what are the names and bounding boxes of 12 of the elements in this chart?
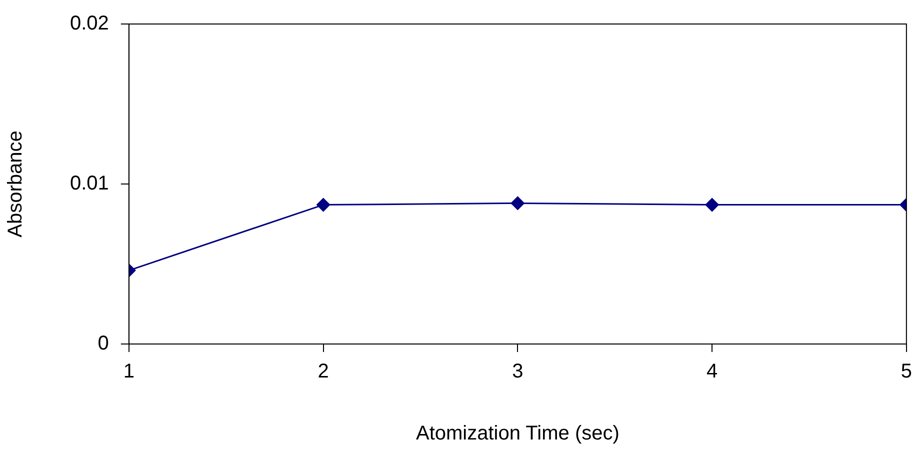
x-tick-label: 2 <box>318 360 329 383</box>
x-axis-title: Atomization Time (sec) <box>416 422 620 445</box>
y-tick-label: 0.02 <box>70 12 109 35</box>
x-tick-label: 1 <box>123 360 134 383</box>
y-tick-label: 0 <box>98 332 109 355</box>
y-tick-label: 0.01 <box>70 172 109 195</box>
point <box>510 196 524 210</box>
point <box>316 198 330 212</box>
x-tick-label: 3 <box>512 360 524 383</box>
y-axis-title: Absorbance <box>4 130 27 238</box>
x-tick-label: 5 <box>900 360 912 383</box>
x-tick-label: 4 <box>706 360 718 383</box>
